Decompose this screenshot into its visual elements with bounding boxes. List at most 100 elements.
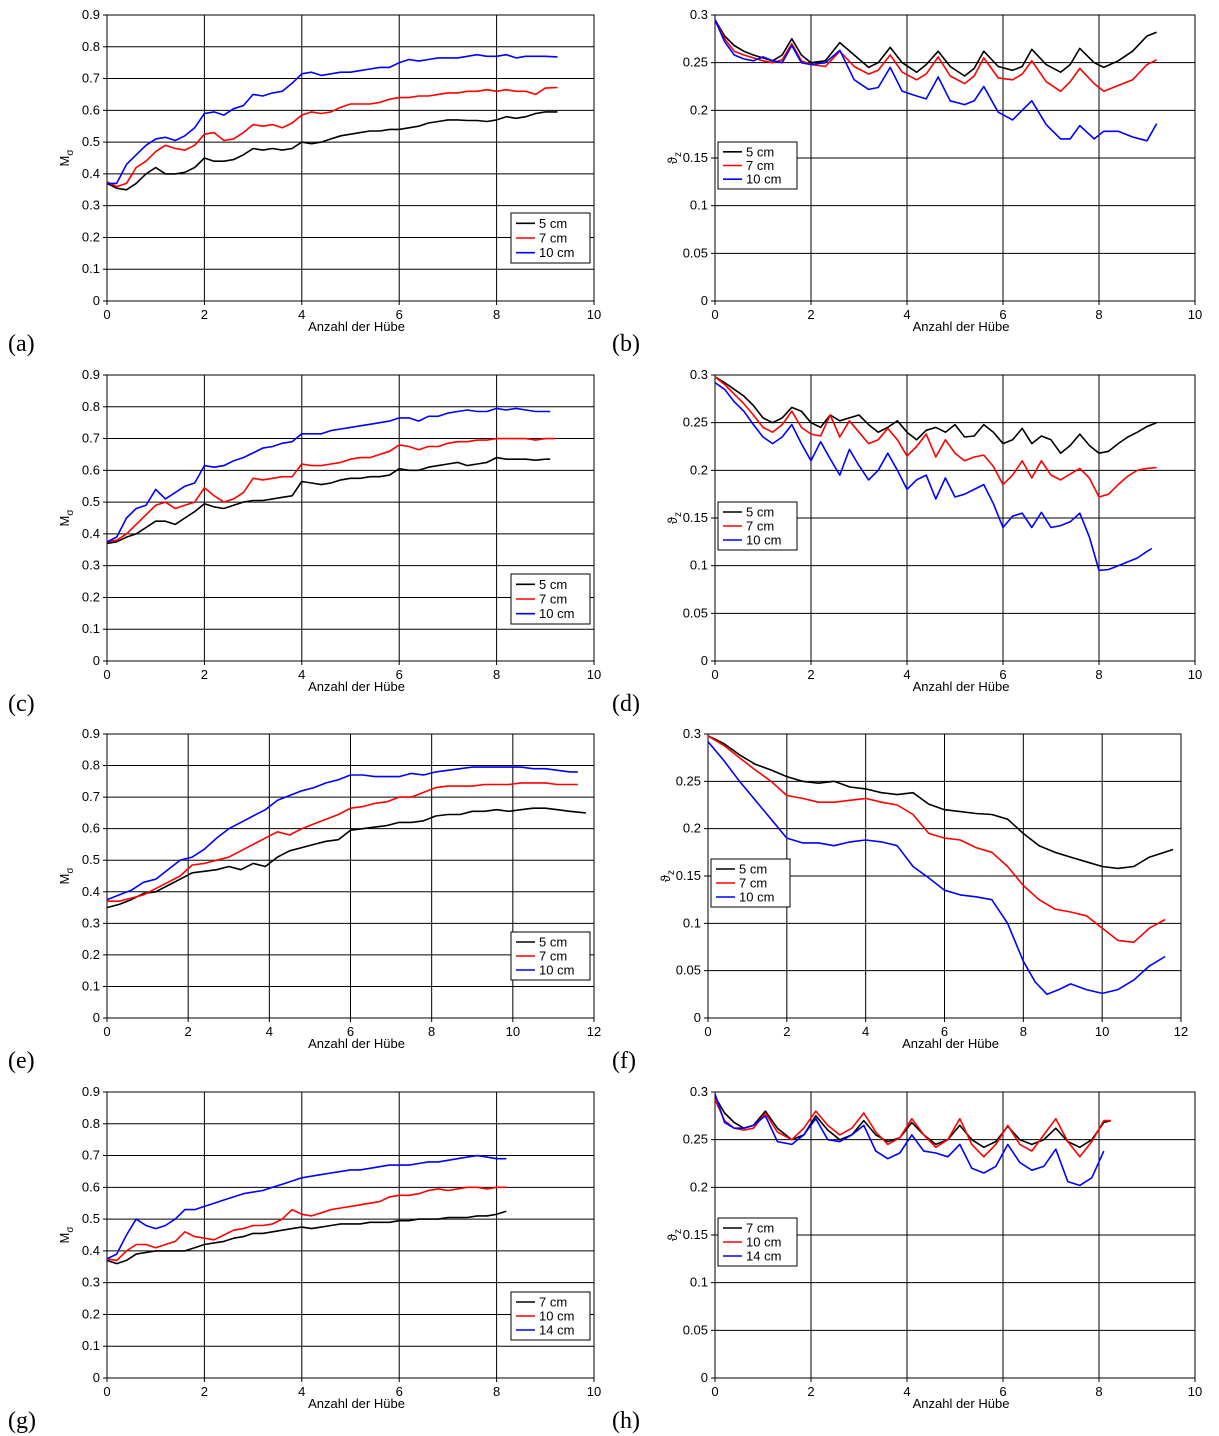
x-tick-label: 2 bbox=[807, 1384, 814, 1399]
x-tick-label: 0 bbox=[711, 307, 718, 322]
y-tick-label: 0.3 bbox=[690, 1084, 708, 1099]
y-tick-label: 0.7 bbox=[82, 431, 100, 446]
legend-label: 10 cm bbox=[746, 533, 781, 548]
y-tick-label: 0.15 bbox=[683, 1227, 708, 1242]
legend-label: 10 cm bbox=[539, 1309, 574, 1324]
y-tick-label: 0.1 bbox=[683, 915, 701, 930]
y-tick-label: 0.2 bbox=[683, 821, 701, 836]
x-tick-label: 8 bbox=[1095, 667, 1102, 682]
series-line-3 bbox=[714, 381, 1153, 572]
y-axis-label: ϑz bbox=[665, 1229, 684, 1241]
y-tick-label: 0.6 bbox=[82, 462, 100, 477]
x-tick-label: 10 bbox=[1095, 1024, 1109, 1039]
legend-label: 10 cm bbox=[746, 1235, 781, 1250]
panel-label: (e) bbox=[8, 1048, 35, 1074]
x-tick-label: 10 bbox=[1188, 1384, 1202, 1399]
legend-label: 7 cm bbox=[539, 592, 567, 607]
x-tick-label: 2 bbox=[201, 307, 208, 322]
x-tick-label: 10 bbox=[587, 307, 601, 322]
x-tick-label: 2 bbox=[201, 667, 208, 682]
y-tick-label: 0.3 bbox=[82, 558, 100, 573]
x-tick-label: 0 bbox=[103, 667, 110, 682]
y-tick-label: 0.05 bbox=[683, 1322, 708, 1337]
y-tick-label: 0 bbox=[93, 1370, 100, 1385]
y-tick-label: 0.8 bbox=[82, 758, 100, 773]
x-tick-label: 4 bbox=[298, 307, 305, 322]
y-tick-label: 0.7 bbox=[82, 789, 100, 804]
x-tick-label: 6 bbox=[999, 1384, 1006, 1399]
x-axis-label: Anzahl der Hübe bbox=[308, 319, 405, 334]
y-tick-label: 0.5 bbox=[82, 494, 100, 509]
x-tick-label: 6 bbox=[999, 307, 1006, 322]
x-tick-label: 2 bbox=[201, 1384, 208, 1399]
series-line-3 bbox=[106, 407, 551, 543]
x-tick-label: 8 bbox=[1095, 307, 1102, 322]
y-tick-label: 0.5 bbox=[82, 1211, 100, 1226]
panel-label: (b) bbox=[612, 331, 640, 357]
y-tick-label: 0.8 bbox=[82, 39, 100, 54]
x-tick-label: 8 bbox=[1095, 1384, 1102, 1399]
x-tick-label: 12 bbox=[1174, 1024, 1188, 1039]
y-axis-label: Mσ bbox=[57, 509, 76, 527]
legend-label: 7 cm bbox=[539, 949, 567, 964]
series-line-2 bbox=[106, 1186, 507, 1262]
legend-label: 7 cm bbox=[746, 1221, 774, 1236]
y-tick-label: 0.2 bbox=[690, 462, 708, 477]
x-tick-label: 4 bbox=[298, 667, 305, 682]
x-tick-label: 0 bbox=[103, 307, 110, 322]
x-tick-label: 6 bbox=[347, 1024, 354, 1039]
series-line-1 bbox=[106, 456, 551, 545]
y-tick-label: 0.4 bbox=[82, 884, 100, 899]
x-tick-label: 0 bbox=[704, 1024, 711, 1039]
legend-label: 14 cm bbox=[539, 1323, 574, 1338]
y-axis-label: Mσ bbox=[57, 149, 76, 167]
series-line-1 bbox=[106, 111, 558, 191]
legend-label: 5 cm bbox=[739, 862, 767, 877]
y-tick-label: 0.2 bbox=[82, 1306, 100, 1321]
series-line-2 bbox=[707, 735, 1166, 944]
series-line-3 bbox=[106, 766, 578, 901]
series-line-1 bbox=[106, 1210, 507, 1265]
x-tick-label: 0 bbox=[103, 1384, 110, 1399]
legend-label: 10 cm bbox=[539, 606, 574, 621]
x-axis-label: Anzahl der Hübe bbox=[913, 319, 1010, 334]
x-axis-label: Anzahl der Hübe bbox=[913, 679, 1010, 694]
y-tick-label: 0.2 bbox=[82, 947, 100, 962]
y-tick-label: 0.3 bbox=[82, 915, 100, 930]
y-tick-label: 0.3 bbox=[82, 198, 100, 213]
y-tick-label: 0.1 bbox=[82, 621, 100, 636]
series-line-3 bbox=[714, 19, 1158, 142]
x-tick-label: 8 bbox=[493, 307, 500, 322]
series-line-1 bbox=[707, 735, 1174, 870]
y-tick-label: 0 bbox=[701, 653, 708, 668]
panel-label: (h) bbox=[612, 1408, 640, 1434]
panel-label: (g) bbox=[8, 1408, 36, 1434]
legend-label: 10 cm bbox=[539, 245, 574, 260]
x-axis-label: Anzahl der Hübe bbox=[308, 1396, 405, 1411]
y-axis-label: ϑz bbox=[658, 870, 677, 882]
x-tick-label: 10 bbox=[1188, 667, 1202, 682]
y-tick-label: 0.25 bbox=[676, 773, 701, 788]
y-tick-label: 0.25 bbox=[683, 415, 708, 430]
y-tick-label: 0.15 bbox=[683, 150, 708, 165]
x-tick-label: 6 bbox=[941, 1024, 948, 1039]
legend-label: 7 cm bbox=[539, 1295, 567, 1310]
y-tick-label: 0.05 bbox=[683, 605, 708, 620]
x-tick-label: 2 bbox=[783, 1024, 790, 1039]
x-axis-label: Anzahl der Hübe bbox=[902, 1036, 999, 1051]
x-tick-label: 10 bbox=[1188, 307, 1202, 322]
series-line-2 bbox=[106, 437, 555, 543]
chart-panel-4: 0 0.05 0.1 0.15 0.2 0.25 0.3 0 2 4 6 8 10 Anzahl der … bbox=[612, 367, 1202, 717]
y-tick-label: 0.6 bbox=[82, 821, 100, 836]
y-tick-label: 0 bbox=[701, 1370, 708, 1385]
legend-label: 5 cm bbox=[539, 577, 567, 592]
y-tick-label: 0.9 bbox=[82, 367, 100, 382]
panel-label: (f) bbox=[612, 1048, 636, 1074]
legend-label: 5 cm bbox=[539, 216, 567, 231]
y-tick-label: 0.2 bbox=[82, 589, 100, 604]
y-tick-label: 0.2 bbox=[690, 102, 708, 117]
